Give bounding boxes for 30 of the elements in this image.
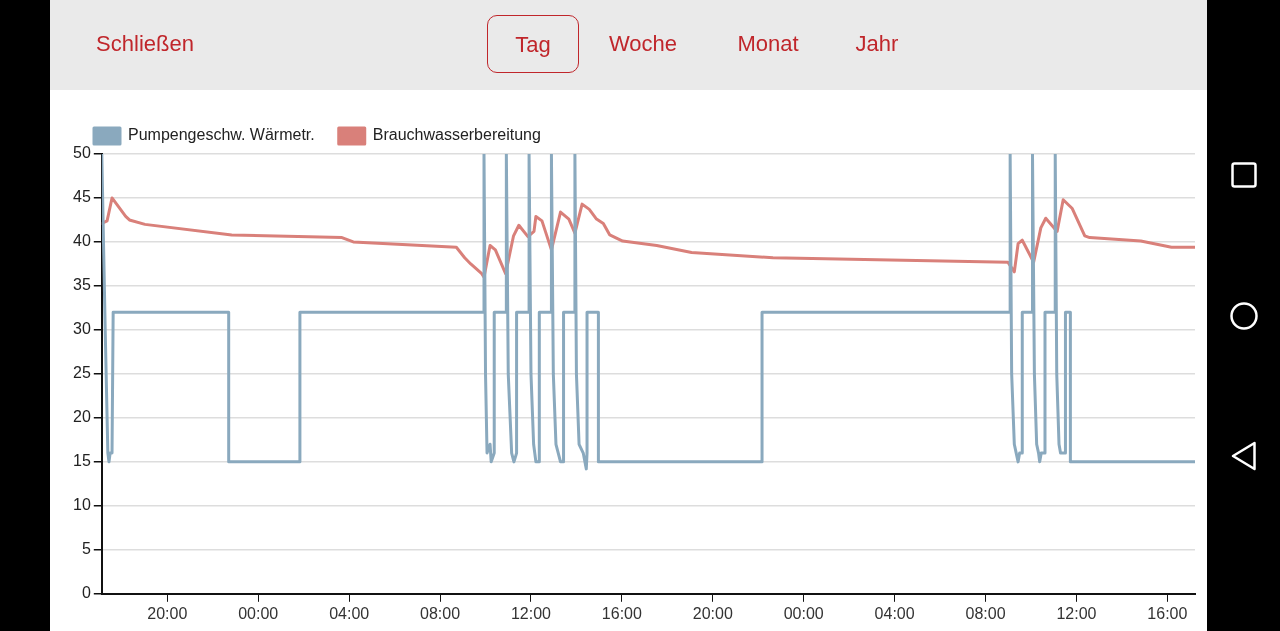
x-tick-label: 08:00	[965, 604, 1006, 622]
text: Woche	[607, 30, 679, 58]
x-tick-label: 08:00	[420, 604, 461, 622]
legend-label: Pumpengeschw. Wärmetr.	[128, 126, 315, 144]
y-tick-label: 45	[73, 188, 91, 206]
x-tick-label: 16:00	[601, 604, 642, 622]
x-tick-label: 00:00	[783, 604, 824, 622]
text: Tag	[487, 15, 579, 73]
x-tick-label: 20:00	[147, 604, 188, 622]
x-tick-label: 12:00	[1056, 604, 1097, 622]
y-tick-label: 5	[81, 540, 91, 558]
x-tick-label: 12:00	[510, 604, 552, 622]
y-tick-label: 40	[73, 232, 91, 250]
legend-label: Brauchwasserbereitung	[372, 126, 541, 144]
y-tick-label: 35	[73, 276, 91, 294]
y-tick-label: 30	[73, 320, 91, 338]
text: Schließen	[95, 30, 195, 58]
y-tick-label: 15	[73, 452, 91, 470]
x-tick-label: 20:00	[692, 604, 733, 622]
y-tick-label: 20	[73, 408, 91, 426]
x-tick-label: 16:00	[1147, 604, 1188, 622]
y-tick-label: 0	[81, 584, 91, 602]
text: Jahr	[854, 30, 900, 58]
x-tick-label: 00:00	[238, 604, 279, 622]
y-tick-label: 25	[73, 364, 91, 382]
y-tick-label: 50	[73, 144, 91, 162]
x-tick-label: 04:00	[874, 604, 915, 622]
text: Monat	[736, 30, 800, 58]
y-tick-label: 10	[73, 496, 91, 514]
x-tick-label: 04:00	[329, 604, 370, 622]
